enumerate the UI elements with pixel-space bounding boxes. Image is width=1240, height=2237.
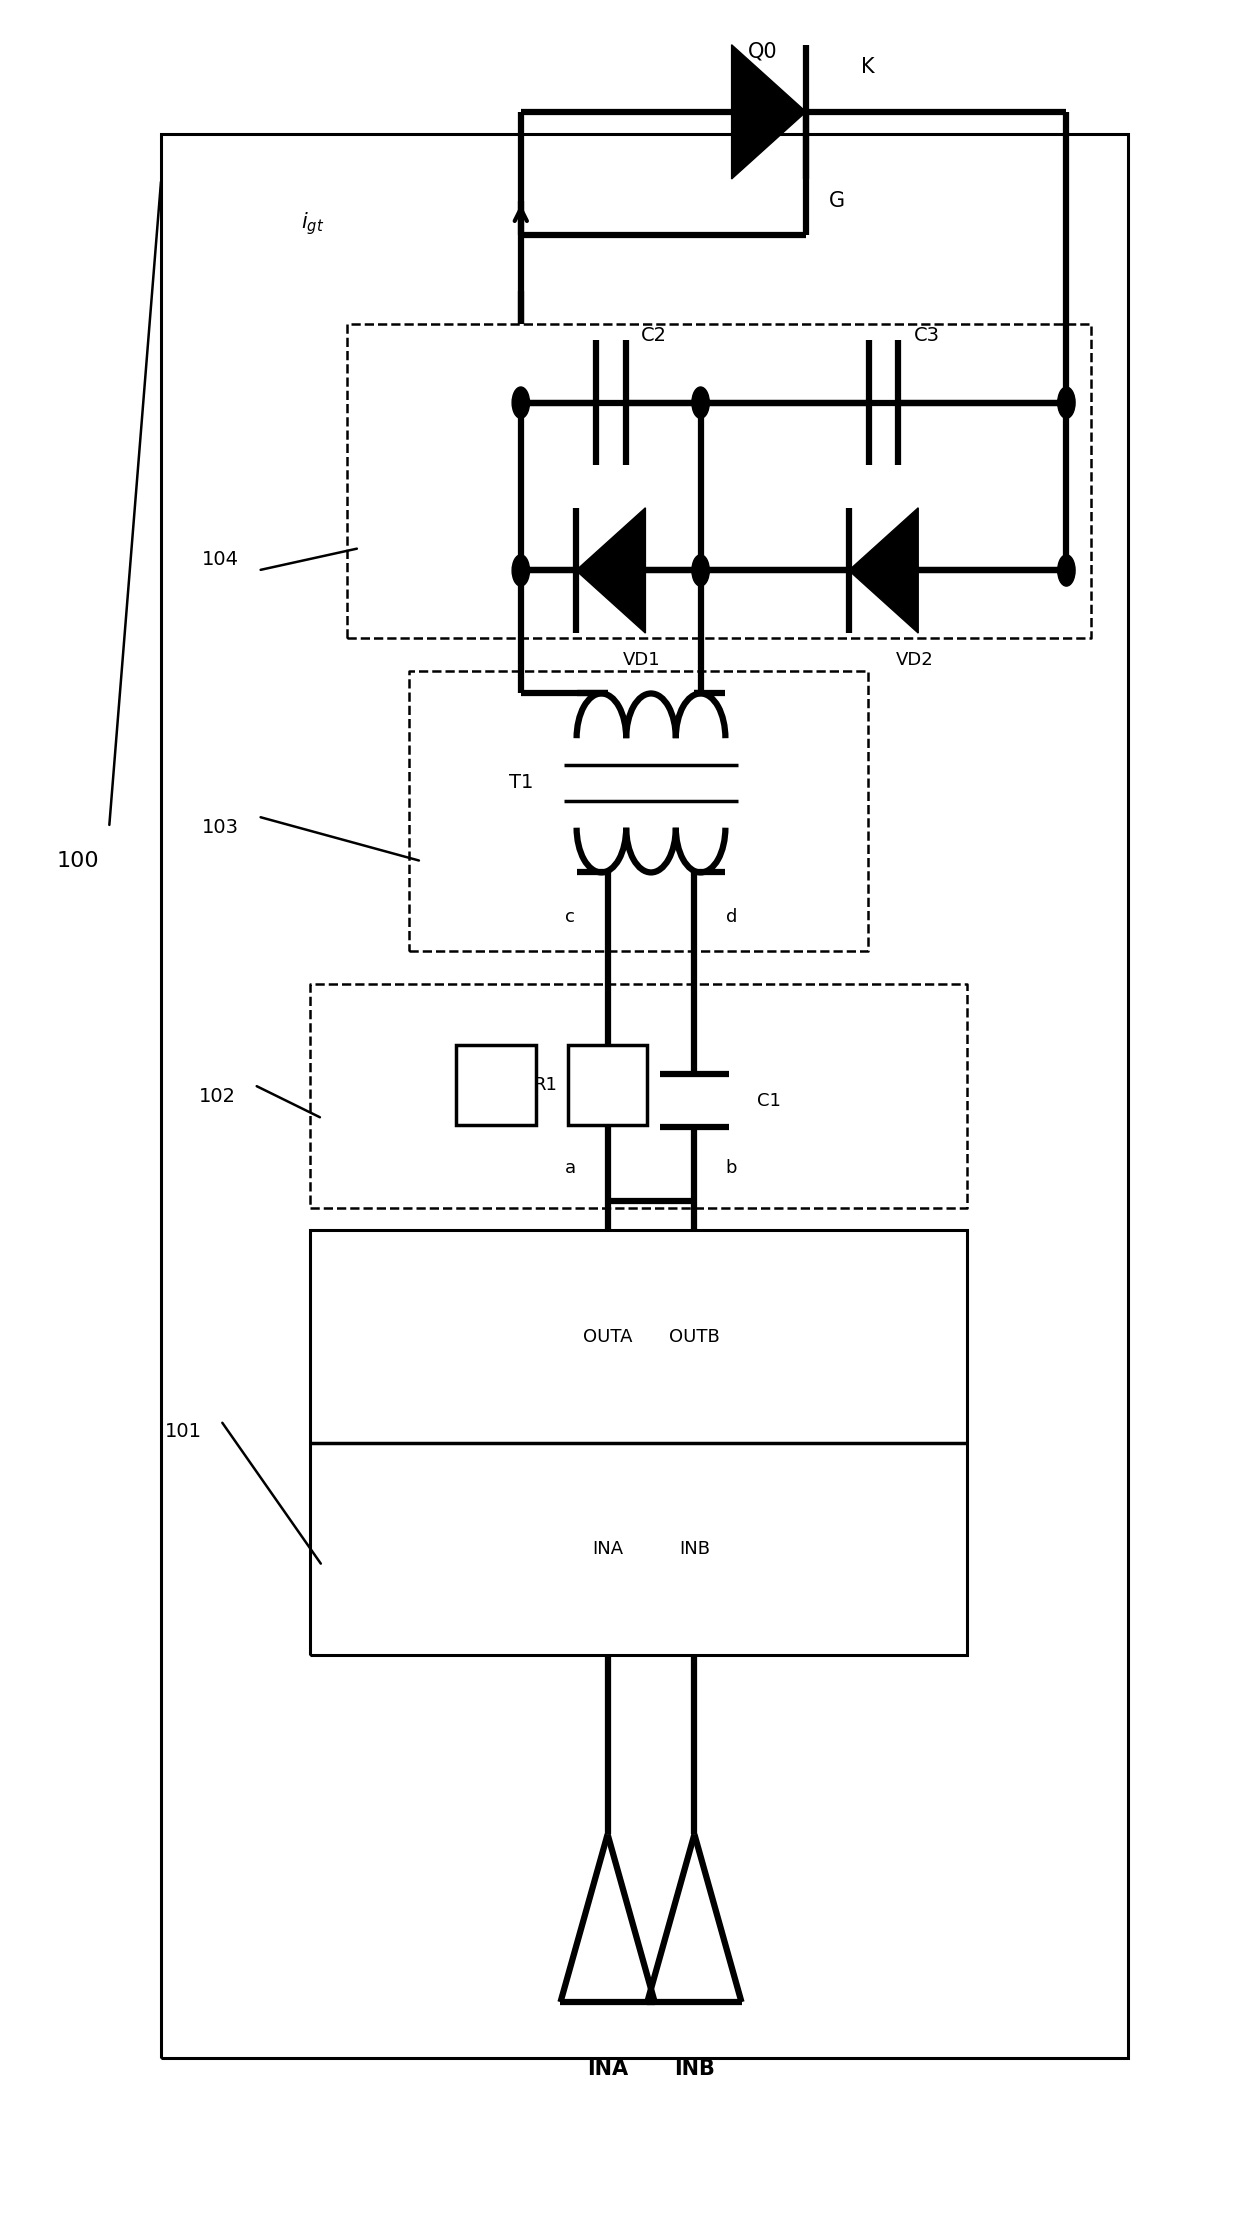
Text: OUTB: OUTB: [670, 1327, 719, 1347]
Text: $i_{gt}$: $i_{gt}$: [301, 210, 324, 237]
Text: G: G: [828, 192, 846, 210]
Text: c: c: [565, 908, 575, 926]
Text: 103: 103: [202, 819, 239, 837]
Text: R1: R1: [533, 1076, 558, 1094]
Text: INB: INB: [680, 1539, 711, 1559]
Text: a: a: [565, 1159, 575, 1177]
Text: INA: INA: [591, 1539, 624, 1559]
Circle shape: [512, 387, 529, 418]
Text: b: b: [725, 1159, 738, 1177]
Text: 104: 104: [202, 550, 239, 568]
Text: d: d: [725, 908, 738, 926]
Text: INA: INA: [587, 2060, 629, 2078]
Text: VD2: VD2: [895, 651, 934, 669]
Text: 102: 102: [198, 1087, 236, 1105]
Text: OUTA: OUTA: [583, 1327, 632, 1347]
Text: 100: 100: [57, 852, 99, 870]
Polygon shape: [732, 45, 806, 179]
Text: VD1: VD1: [622, 651, 661, 669]
Text: T1: T1: [508, 774, 533, 792]
Bar: [568, 1045, 647, 1125]
Text: K: K: [862, 58, 874, 76]
Text: C1: C1: [756, 1092, 781, 1110]
Text: C2: C2: [641, 327, 667, 344]
Bar: [456, 1045, 536, 1125]
Text: 101: 101: [165, 1423, 202, 1441]
Polygon shape: [575, 508, 645, 633]
Circle shape: [692, 387, 709, 418]
Circle shape: [1058, 387, 1075, 418]
Circle shape: [1058, 555, 1075, 586]
Text: Q0: Q0: [748, 43, 777, 60]
Circle shape: [692, 555, 709, 586]
Circle shape: [512, 555, 529, 586]
Text: C3: C3: [914, 327, 940, 344]
Polygon shape: [848, 508, 918, 633]
Text: INB: INB: [675, 2060, 714, 2078]
